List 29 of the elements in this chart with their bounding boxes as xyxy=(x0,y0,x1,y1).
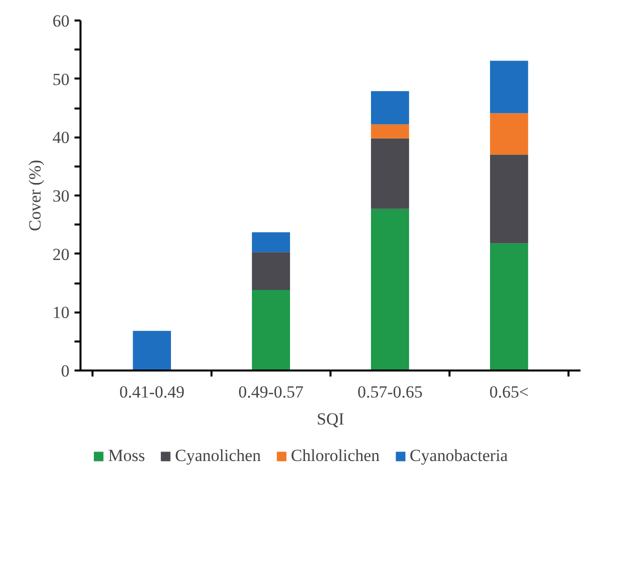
y-tick-label: 60 xyxy=(52,12,70,30)
legend-label: Chlorolichen xyxy=(290,446,380,466)
bar xyxy=(370,138,410,209)
legend-label: Cyanobacteria xyxy=(410,446,508,466)
legend-label: Cyanolichen xyxy=(174,446,261,466)
bar xyxy=(252,252,290,290)
y-tick-label: 40 xyxy=(52,128,70,148)
bar xyxy=(370,124,410,138)
y-tick-label: 10 xyxy=(52,303,70,322)
x-axis-title: SQI xyxy=(316,410,345,428)
x-tick-label: 0.49-0.57 xyxy=(238,382,304,402)
bar xyxy=(252,232,290,252)
legend-label: Moss xyxy=(108,446,145,466)
bar xyxy=(252,290,290,370)
bar xyxy=(490,60,528,114)
bar xyxy=(370,208,410,370)
y-tick-label: 20 xyxy=(52,244,70,264)
y-axis-title: Cover (%) xyxy=(26,160,44,232)
x-tick-label: 0.57-0.65 xyxy=(357,382,423,402)
y-tick-label: 0 xyxy=(61,362,70,380)
bar xyxy=(370,91,410,124)
y-tick-label: 50 xyxy=(52,70,70,89)
x-tick-label: 0.65< xyxy=(489,382,529,402)
y-tick-label: 30 xyxy=(52,186,70,206)
x-tick-label: 0.41-0.49 xyxy=(119,382,185,402)
bar xyxy=(490,154,528,244)
bar xyxy=(132,330,171,370)
bar xyxy=(490,113,528,155)
bar xyxy=(490,243,528,370)
